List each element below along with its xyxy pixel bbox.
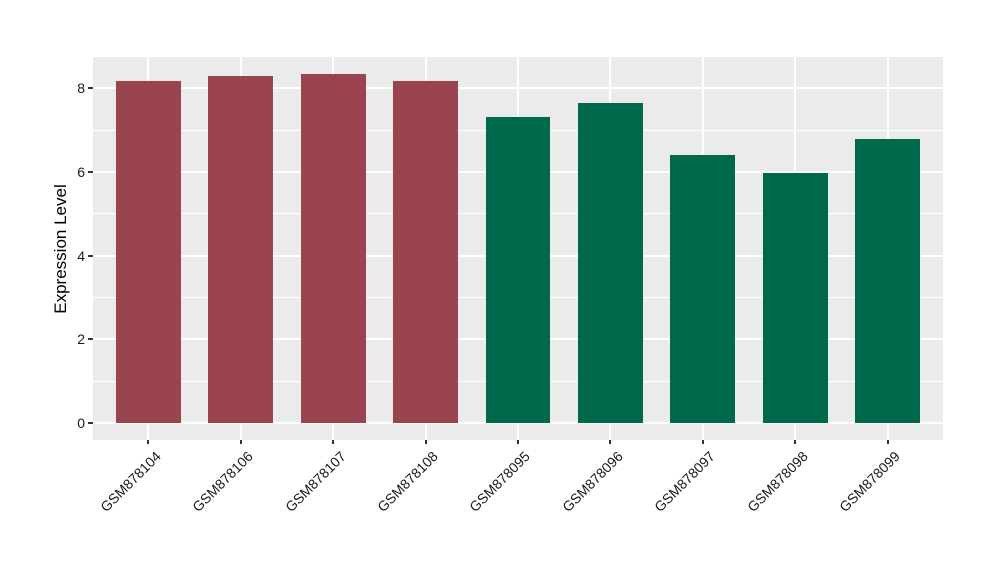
bar-GSM878099 bbox=[855, 138, 920, 423]
x-tick-label-GSM878098: GSM878098 bbox=[743, 448, 811, 515]
x-tick-mark-GSM878107 bbox=[332, 440, 335, 444]
x-tick-mark-GSM878097 bbox=[701, 440, 704, 444]
y-tick-mark-6 bbox=[88, 170, 93, 173]
bar-GSM878097 bbox=[670, 154, 736, 423]
x-tick-label-GSM878096: GSM878096 bbox=[558, 448, 626, 515]
bar-GSM878106 bbox=[208, 76, 274, 423]
y-tick-mark-8 bbox=[88, 87, 93, 90]
x-tick-label-GSM878106: GSM878106 bbox=[189, 448, 257, 515]
y-tick-label-2: 2 bbox=[77, 331, 85, 348]
x-tick-mark-GSM878098 bbox=[794, 440, 797, 444]
x-tick-mark-GSM878108 bbox=[424, 440, 427, 444]
y-tick-mark-4 bbox=[88, 254, 93, 257]
bar-GSM878104 bbox=[116, 81, 181, 423]
x-tick-label-GSM878095: GSM878095 bbox=[466, 448, 534, 515]
y-tick-label-6: 6 bbox=[77, 163, 85, 180]
bar-GSM878096 bbox=[578, 102, 643, 423]
y-tick-mark-0 bbox=[88, 422, 93, 424]
x-tick-label-GSM878097: GSM878097 bbox=[651, 448, 719, 515]
x-tick-label-GSM878107: GSM878107 bbox=[281, 448, 349, 515]
y-tick-label-0: 0 bbox=[77, 415, 85, 431]
y-tick-label-8: 8 bbox=[77, 80, 85, 97]
x-tick-mark-GSM878095 bbox=[517, 440, 519, 444]
x-tick-label-GSM878108: GSM878108 bbox=[374, 448, 441, 515]
x-tick-mark-GSM878104 bbox=[147, 440, 150, 444]
x-tick-label-GSM878099: GSM878099 bbox=[835, 448, 903, 515]
x-tick-label-GSM878104: GSM878104 bbox=[96, 448, 164, 515]
x-tick-mark-GSM878106 bbox=[239, 440, 242, 444]
plot-panel bbox=[93, 57, 943, 440]
x-tick-mark-GSM878099 bbox=[886, 440, 889, 444]
y-tick-mark-2 bbox=[88, 338, 93, 341]
bar-GSM878107 bbox=[300, 73, 366, 423]
bar-GSM878108 bbox=[393, 81, 458, 423]
bar-GSM878095 bbox=[485, 117, 551, 423]
bar-GSM878098 bbox=[762, 173, 828, 423]
x-tick-mark-GSM878096 bbox=[609, 440, 612, 444]
y-tick-label-4: 4 bbox=[77, 247, 85, 264]
